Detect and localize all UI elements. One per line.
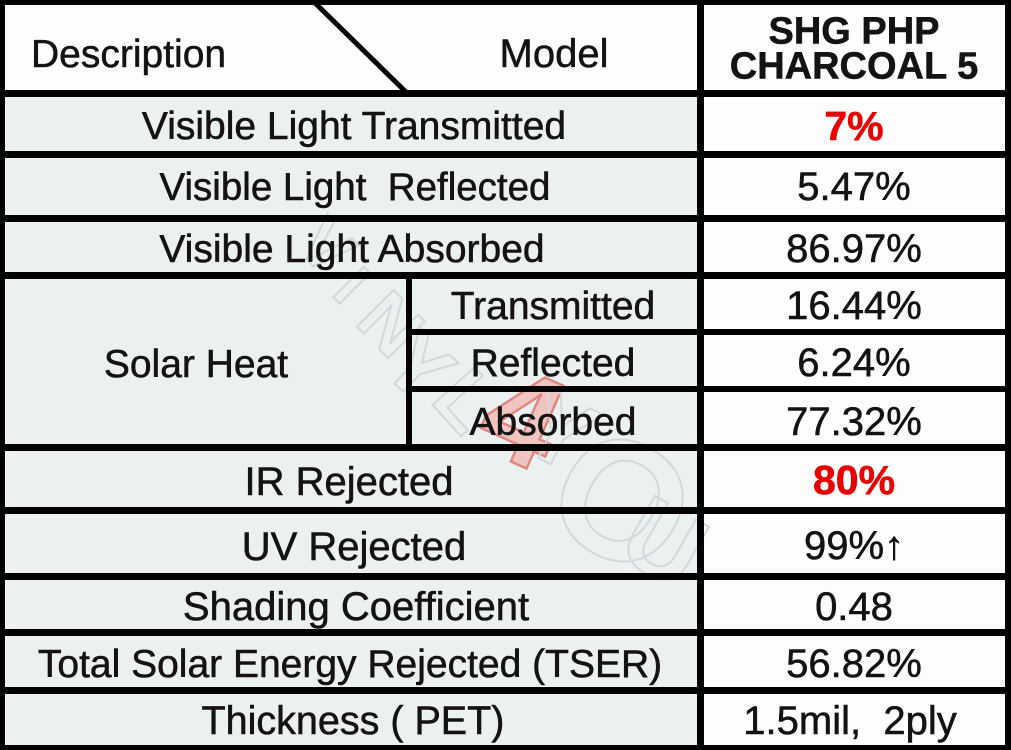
svg-text:1.5mil, 2ply: 1.5mil, 2ply — [743, 699, 956, 743]
svg-text:Reflected: Reflected — [471, 342, 636, 385]
svg-text:Total Solar Energy Rejected (T: Total Solar Energy Rejected (TSER) — [38, 643, 662, 686]
svg-text:99%↑: 99%↑ — [804, 524, 904, 568]
svg-text:77.32%: 77.32% — [786, 400, 922, 444]
svg-text:Shading Coefficient: Shading Coefficient — [183, 585, 529, 629]
svg-text:56.82%: 56.82% — [786, 642, 922, 686]
svg-text:UV Rejected: UV Rejected — [242, 525, 467, 569]
svg-text:Solar Heat: Solar Heat — [104, 343, 288, 386]
svg-text:SHG PHP: SHG PHP — [768, 11, 939, 53]
svg-text:Model: Model — [500, 32, 609, 76]
svg-text:6.24%: 6.24% — [797, 341, 910, 385]
svg-text:86.97%: 86.97% — [786, 227, 922, 271]
svg-text:80%: 80% — [813, 457, 895, 503]
svg-text:CHARCOAL 5: CHARCOAL 5 — [730, 46, 978, 88]
svg-text:Description: Description — [31, 33, 226, 76]
svg-text:Visible Light Transmitted: Visible Light Transmitted — [142, 105, 566, 148]
svg-text:Visible Light Reflected: Visible Light Reflected — [160, 166, 551, 209]
svg-text:Thickness ( PET): Thickness ( PET) — [202, 699, 505, 743]
svg-text:5.47%: 5.47% — [797, 165, 910, 209]
svg-text:Visible Light Absorbed: Visible Light Absorbed — [159, 228, 544, 271]
svg-text:16.44%: 16.44% — [786, 284, 922, 328]
svg-text:7%: 7% — [824, 103, 883, 149]
svg-text:IR Rejected: IR Rejected — [245, 460, 454, 504]
svg-text:0.48: 0.48 — [815, 585, 893, 629]
svg-text:Absorbed: Absorbed — [470, 401, 637, 444]
svg-text:Transmitted: Transmitted — [451, 285, 655, 328]
